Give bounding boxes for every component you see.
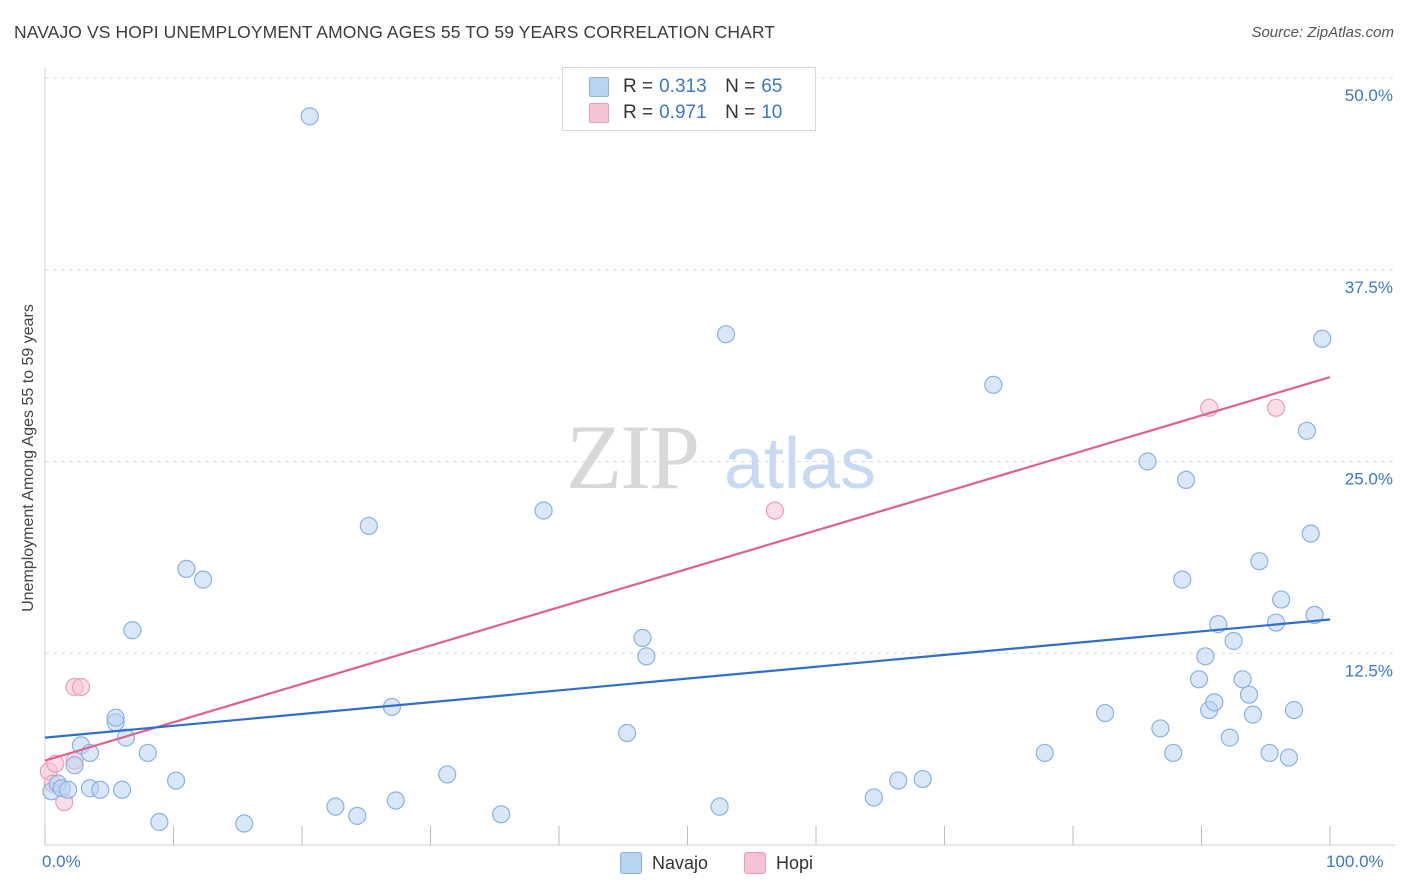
chart-title: NAVAJO VS HOPI UNEMPLOYMENT AMONG AGES 5…	[14, 22, 776, 42]
navajo-point-40	[1138, 452, 1157, 471]
hopi-n-value: 10	[761, 102, 783, 123]
hopi-legend-swatch	[744, 852, 766, 874]
legend-row-hopi: R = 0.971 N = 10	[589, 101, 782, 125]
navajo-point-62	[1301, 524, 1320, 543]
navajo-point-64	[1313, 329, 1332, 348]
navajo-point-46	[1196, 647, 1215, 666]
navajo-point-55	[1250, 552, 1269, 571]
y-tick-labels: 12.5% 25.0% 37.5% 50.0%	[1345, 86, 1393, 680]
navajo-point-53	[1239, 685, 1259, 704]
navajo-point-3	[59, 780, 78, 799]
navajo-r-label: R =	[623, 76, 654, 97]
hopi-point-6	[765, 501, 784, 520]
navajo-point-33	[716, 325, 736, 344]
axes	[44, 68, 1395, 846]
navajo-legend-label: Navajo	[652, 852, 709, 873]
navajo-point-14	[138, 743, 157, 763]
source-credit: Source: ZipAtlas.com	[1251, 24, 1394, 41]
navajo-legend-swatch	[620, 852, 642, 874]
navajo-point-26	[438, 765, 457, 784]
grid-lines	[45, 77, 1395, 654]
navajo-point-16	[166, 771, 186, 790]
navajo-point-28	[534, 501, 553, 520]
navajo-point-19	[235, 814, 254, 833]
navajo-n-value: 65	[761, 76, 783, 97]
navajo-point-39	[1096, 703, 1115, 723]
navajo-point-23	[359, 516, 378, 536]
navajo-swatch	[589, 77, 609, 97]
navajo-point-45	[1189, 670, 1209, 689]
navajo-point-44	[1176, 470, 1196, 490]
hopi-r-value: 0.971	[659, 102, 707, 123]
navajo-point-37	[984, 375, 1003, 394]
hopi-point-8	[1266, 398, 1286, 417]
navajo-point-59	[1279, 748, 1298, 767]
navajo-point-48	[1205, 693, 1224, 712]
navajo-point-20	[300, 107, 319, 126]
navajo-point-60	[1284, 700, 1304, 720]
navajo-r-value: 0.313	[659, 76, 707, 97]
navajo-point-52	[1233, 670, 1252, 689]
legend-item-hopi: Hopi	[744, 852, 813, 874]
watermark-zip: ZIP	[566, 406, 698, 508]
navajo-point-21	[326, 797, 345, 816]
hopi-swatch	[589, 103, 609, 123]
navajo-point-4	[65, 756, 84, 775]
navajo-point-42	[1164, 743, 1183, 763]
legend-row-navajo: R = 0.313 N = 65	[589, 75, 782, 99]
hopi-point-5	[71, 677, 91, 697]
hopi-trend-line	[44, 376, 1331, 762]
trend-lines	[44, 376, 1331, 762]
x-tick-label-min: 0.0%	[42, 852, 81, 871]
navajo-point-8	[91, 780, 110, 799]
navajo-point-17	[177, 559, 196, 578]
y-tick-label-2: 37.5%	[1345, 278, 1393, 297]
navajo-point-36	[913, 769, 932, 789]
navajo-point-63	[1305, 605, 1324, 625]
navajo-point-54	[1243, 705, 1263, 724]
navajo-point-51	[1224, 631, 1243, 651]
series-legend: Navajo Hopi	[0, 852, 1406, 876]
navajo-point-35	[889, 771, 908, 790]
y-tick-label-3: 50.0%	[1345, 86, 1393, 105]
navajo-point-18	[193, 570, 213, 589]
navajo-point-25	[386, 791, 405, 810]
navajo-point-31	[637, 647, 656, 666]
navajo-point-43	[1173, 570, 1192, 589]
navajo-trend-line	[44, 618, 1331, 739]
navajo-point-41	[1151, 719, 1170, 738]
navajo-point-32	[710, 797, 729, 816]
navajo-point-57	[1266, 613, 1286, 632]
y-axis-label: Unemployment Among Ages 55 to 59 years	[20, 304, 37, 612]
navajo-n-label: N =	[725, 76, 756, 97]
navajo-point-61	[1297, 421, 1316, 440]
navajo-point-56	[1260, 743, 1279, 763]
navajo-point-50	[1220, 728, 1239, 747]
navajo-point-22	[348, 806, 367, 825]
watermark-atlas: atlas	[724, 424, 876, 504]
navajo-point-13	[123, 621, 142, 640]
navajo-point-38	[1035, 743, 1054, 763]
navajo-point-29	[618, 723, 637, 743]
hopi-legend-label: Hopi	[776, 852, 814, 873]
x-tick-label-max: 100.0%	[1326, 852, 1384, 871]
navajo-point-34	[864, 788, 883, 807]
legend-item-navajo: Navajo	[620, 852, 708, 874]
navajo-point-58	[1272, 590, 1291, 609]
hopi-n-label: N =	[725, 102, 756, 123]
correlation-legend: R = 0.313 N = 65 R = 0.971 N = 10	[562, 67, 816, 131]
y-tick-label-0: 12.5%	[1345, 661, 1393, 680]
y-tick-label-1: 25.0%	[1345, 470, 1393, 489]
navajo-point-11	[112, 780, 132, 799]
navajo-point-10	[106, 708, 125, 727]
hopi-r-label: R =	[623, 102, 654, 123]
navajo-point-30	[633, 628, 652, 648]
navajo-point-27	[492, 805, 511, 824]
navajo-point-15	[150, 812, 169, 832]
